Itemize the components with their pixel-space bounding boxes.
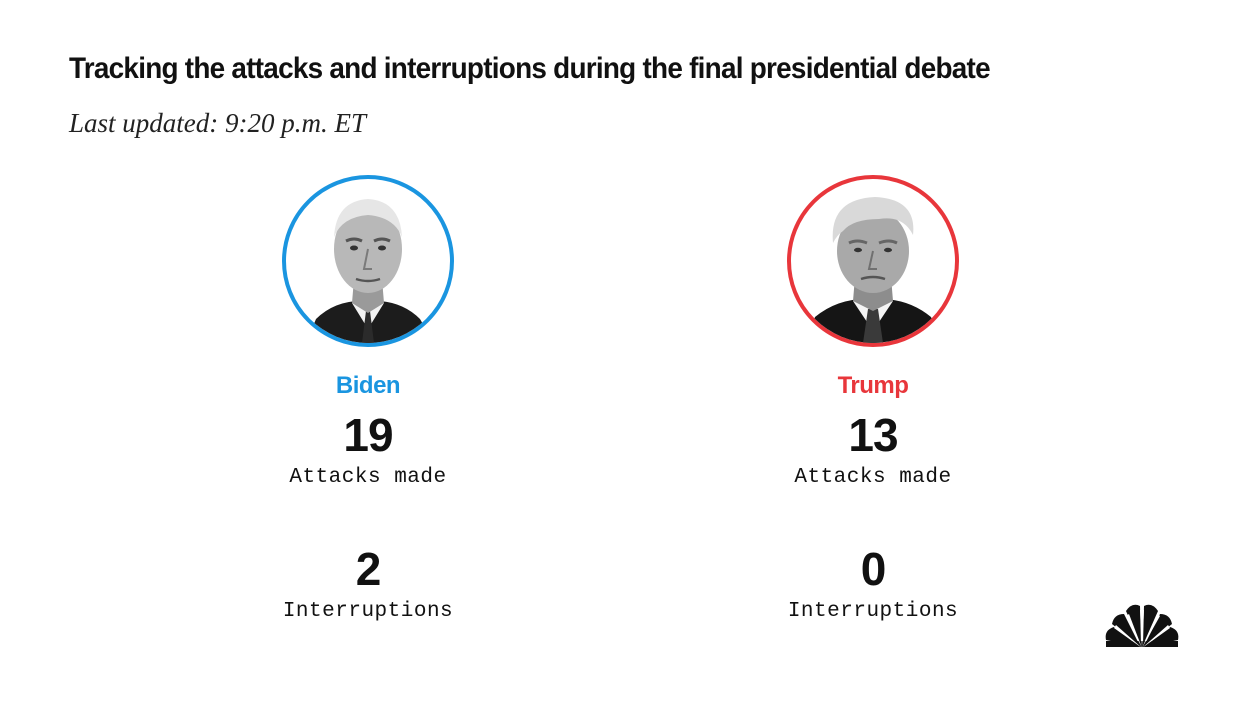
interruptions-count: 2 <box>355 543 382 595</box>
person-photo-icon <box>306 199 434 343</box>
interruptions-label: Interruptions <box>787 600 959 623</box>
biden-portrait <box>282 175 454 347</box>
attacks-label: Attacks made <box>794 466 952 489</box>
candidate-name: Trump <box>837 372 909 399</box>
trump-portrait <box>787 175 959 347</box>
candidate-trump: Trump 13 Attacks made 0 Interruptions <box>703 175 1043 627</box>
attacks-label: Attacks made <box>289 466 447 489</box>
page-title: Tracking the attacks and interruptions d… <box>69 52 991 85</box>
interruptions-label: Interruptions <box>282 600 454 623</box>
attacks-count: 19 <box>343 409 393 461</box>
last-updated: Last updated: 9:20 p.m. ET <box>69 108 366 138</box>
peacock-logo-icon <box>1105 604 1179 648</box>
attacks-count: 13 <box>848 409 898 461</box>
candidate-biden: Biden 19 Attacks made 2 Interruptions <box>198 175 538 627</box>
candidate-name: Biden <box>335 372 401 399</box>
interruptions-count: 0 <box>860 543 887 595</box>
person-photo-icon <box>805 197 943 343</box>
